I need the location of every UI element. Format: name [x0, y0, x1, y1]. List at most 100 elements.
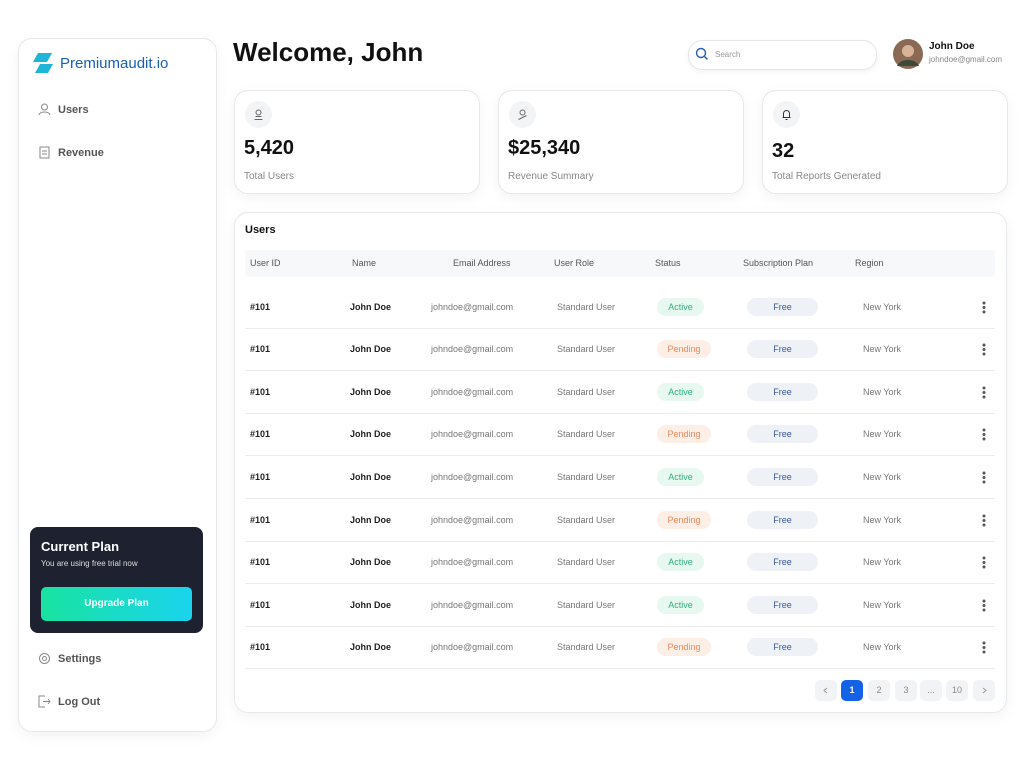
upgrade-button[interactable]: Upgrade Plan: [41, 587, 192, 621]
dots: [982, 556, 986, 569]
table-cell: John Doe: [350, 599, 392, 610]
table-cell: johndoe@gmail.com: [431, 471, 514, 482]
page-button[interactable]: 10: [946, 680, 968, 701]
revenue-icon: [39, 146, 50, 159]
column-header: User ID: [250, 258, 281, 268]
status-pill: Active: [657, 467, 704, 486]
plan-pill: Free: [747, 467, 818, 486]
stat-label: Total Reports Generated: [772, 171, 881, 182]
status-pill: Active: [657, 595, 704, 614]
table-cell: Standard User: [557, 301, 616, 312]
stat-glyph: [254, 109, 263, 120]
settings-icon: [39, 653, 50, 664]
table-cell: Standard User: [557, 514, 616, 525]
plan-subtitle: You are using free trial now: [41, 559, 138, 568]
table-cell: John Doe: [350, 557, 392, 568]
plan-pill: Free: [747, 425, 818, 444]
stat-icon: [245, 101, 272, 128]
page-button[interactable]: 1: [841, 680, 863, 701]
table-cell: johndoe@gmail.com: [431, 514, 514, 525]
row-divider: [245, 497, 995, 499]
stat-value: 5,420: [244, 137, 295, 159]
row-menu[interactable]: [982, 641, 986, 654]
table-cell: John Doe: [350, 514, 392, 525]
table-title: Users: [245, 224, 276, 236]
search-icon: [695, 47, 708, 60]
row-menu[interactable]: [982, 556, 986, 569]
table-cell: Standard User: [557, 344, 616, 355]
dots: [982, 471, 986, 484]
table-cell: johndoe@gmail.com: [431, 557, 514, 568]
column-header: Email Address: [453, 258, 511, 268]
stat-glyph: [782, 110, 791, 120]
row-divider: [245, 668, 995, 670]
stat-icon: [509, 101, 536, 128]
row-divider: [245, 370, 995, 372]
row-menu[interactable]: [982, 386, 986, 399]
plan-pill: Free: [747, 638, 818, 657]
table-cell: #101: [250, 557, 271, 568]
stat-card: [234, 90, 480, 194]
table-cell: John Doe: [350, 471, 392, 482]
table-cell: John Doe: [350, 642, 392, 653]
column-header: Status: [655, 258, 681, 268]
plan-pill: Free: [747, 553, 818, 572]
status-pill: Active: [657, 297, 704, 316]
table-cell: #101: [250, 301, 271, 312]
table-cell: #101: [250, 344, 271, 355]
user-name: John Doe: [929, 41, 975, 52]
plan-pill: Free: [747, 595, 818, 614]
row-menu[interactable]: [982, 514, 986, 527]
nav-item[interactable]: Users: [58, 104, 89, 116]
logo-icon: [33, 53, 53, 73]
row-menu[interactable]: [982, 599, 986, 612]
table-cell: Standard User: [557, 386, 616, 397]
page-next[interactable]: [973, 680, 995, 701]
table-cell: Standard User: [557, 599, 616, 610]
dots: [982, 514, 986, 526]
status-pill: Active: [657, 553, 704, 572]
dots: [982, 301, 986, 313]
page-button[interactable]: 2: [868, 680, 890, 701]
row-menu[interactable]: [982, 428, 986, 441]
row-divider: [245, 455, 995, 457]
table-cell: New York: [863, 386, 902, 397]
nav-item[interactable]: Settings: [58, 653, 102, 665]
row-menu[interactable]: [982, 343, 986, 356]
table-cell: johndoe@gmail.com: [431, 642, 514, 653]
table-cell: New York: [863, 514, 902, 525]
logout-icon: [38, 695, 51, 708]
table-cell: John Doe: [350, 301, 392, 312]
page-button[interactable]: ...: [920, 680, 942, 701]
table-cell: Standard User: [557, 429, 616, 440]
nav-item[interactable]: Revenue: [58, 147, 104, 159]
row-divider: [245, 625, 995, 627]
table-cell: New York: [863, 429, 902, 440]
table-cell: johndoe@gmail.com: [431, 301, 514, 312]
search-box[interactable]: [688, 40, 877, 70]
stat-icon: [773, 101, 800, 128]
stat-value: 32: [772, 140, 795, 162]
plan-pill: Free: [747, 382, 818, 401]
status-pill: Pending: [657, 510, 711, 529]
row-divider: [245, 583, 995, 585]
page-prev[interactable]: [815, 680, 837, 701]
column-header: Subscription Plan: [743, 258, 814, 268]
dots: [982, 641, 986, 654]
table-cell: #101: [250, 386, 271, 397]
search-placeholder: Search: [715, 50, 741, 59]
table-cell: New York: [863, 301, 902, 312]
nav-item[interactable]: Log Out: [58, 696, 101, 708]
table-cell: New York: [863, 344, 902, 355]
row-menu[interactable]: [982, 471, 986, 484]
avatar[interactable]: [893, 39, 923, 69]
table-cell: New York: [863, 471, 902, 482]
table-cell: Standard User: [557, 471, 616, 482]
stat-value: $25,340: [508, 137, 581, 159]
row-menu[interactable]: [982, 301, 986, 314]
dots: [982, 343, 986, 356]
page-button[interactable]: 3: [895, 680, 917, 701]
table-cell: #101: [250, 599, 271, 610]
plan-pill: Free: [747, 510, 818, 529]
